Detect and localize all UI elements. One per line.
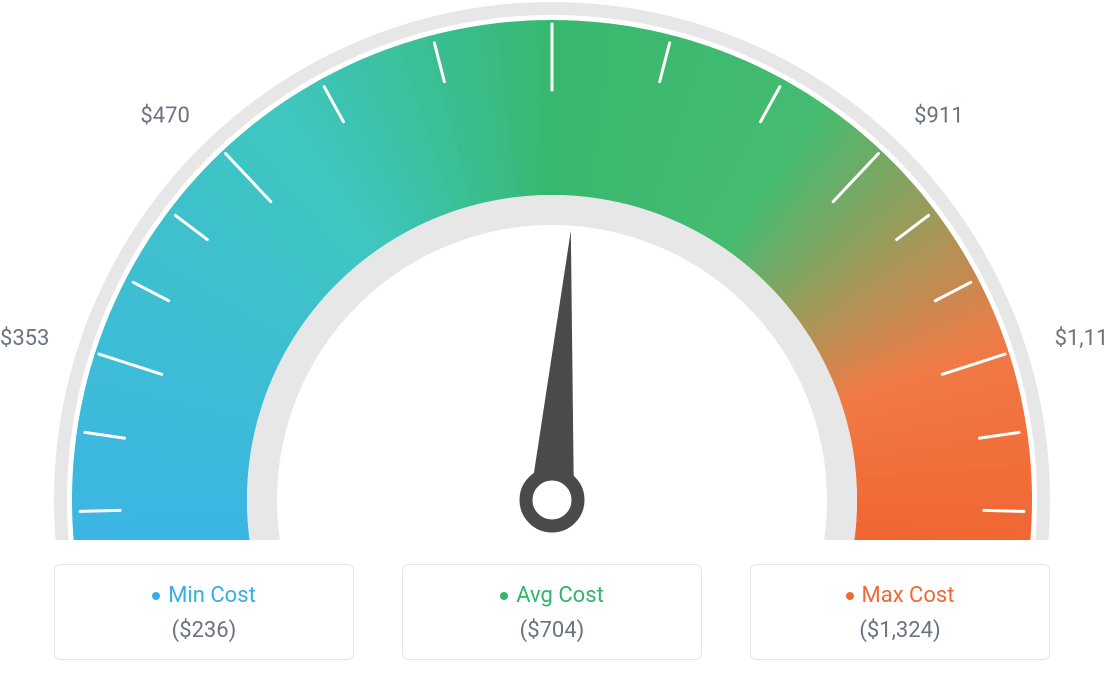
legend-label-max: Max Cost xyxy=(862,583,955,608)
svg-text:$353: $353 xyxy=(0,326,49,351)
legend-dot-min xyxy=(152,592,160,600)
legend-label-avg: Avg Cost xyxy=(516,583,604,608)
legend-value-avg: ($704) xyxy=(403,618,701,643)
legend-value-max: ($1,324) xyxy=(751,618,1049,643)
legend-card-avg: Avg Cost ($704) xyxy=(402,564,702,660)
legend-card-max: Max Cost ($1,324) xyxy=(750,564,1050,660)
svg-text:$1,118: $1,118 xyxy=(1055,326,1104,351)
legend-dot-max xyxy=(846,592,854,600)
legend-row: Min Cost ($236) Avg Cost ($704) Max Cost… xyxy=(0,564,1104,660)
legend-label-min: Min Cost xyxy=(168,583,256,608)
svg-text:$911: $911 xyxy=(914,104,963,129)
legend-card-min: Min Cost ($236) xyxy=(54,564,354,660)
legend-dot-avg xyxy=(500,592,508,600)
gauge-chart: $236$353$470$704$911$1,118$1,324 xyxy=(0,0,1104,540)
svg-text:$470: $470 xyxy=(140,104,189,129)
gauge-svg: $236$353$470$704$911$1,118$1,324 xyxy=(0,0,1104,540)
legend-value-min: ($236) xyxy=(55,618,353,643)
